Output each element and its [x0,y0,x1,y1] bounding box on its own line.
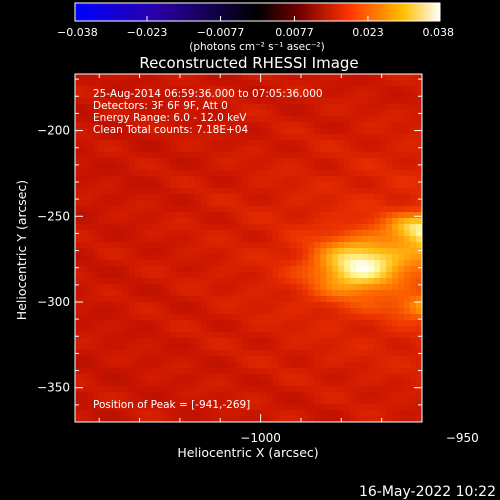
x-axis-tick-labels: −1000−950−900 [240,431,479,445]
plot-frame [74,73,423,423]
colorbar-tick-label: −0.038 [57,26,98,39]
y-tick-label: −350 [37,381,70,395]
x-tick-label: −950 [446,431,479,445]
x-axis-ticks [98,74,423,422]
annotation-time-range: 25-Aug-2014 06:59:36.000 to 07:05:36.000 [93,88,323,100]
y-tick-label: −250 [37,209,70,223]
annotation-clean-counts: Clean Total counts: 7.18E+04 [93,124,248,136]
colorbar-units-label: (photons cm⁻² s⁻¹ asec⁻²) [189,41,324,53]
plot-area: −1000−950−900 −200−250−300−350 25-Aug-20… [37,73,479,445]
timestamp: 16-May-2022 10:22 [359,484,496,500]
heatmap-image [75,74,422,422]
colorbar-gradient [74,2,441,22]
y-axis-tick-labels: −200 −250 −300 −350 [37,124,70,395]
annotation-energy-range: Energy Range: 6.0 - 12.0 keV [93,112,247,124]
annotation-detectors: Detectors: 3F 6F 9F, Att 0 [93,100,228,112]
colorbar-ticks [74,16,441,21]
x-axis-label: Heliocentric X (arcsec) [177,445,318,460]
colorbar-tick-label: 0.023 [352,26,384,39]
colorbar-tick-label: 0.038 [423,26,455,39]
y-tick-label: −200 [37,124,70,138]
colorbar: −0.038 −0.023 −0.0077 0.0077 0.023 0.038 (pho… [57,2,454,53]
y-axis-ticks [75,78,422,423]
colorbar-tick-label: −0.023 [127,26,168,39]
colorbar-tick-labels: −0.038 −0.023 −0.0077 0.0077 0.023 0.038 [57,26,454,39]
colorbar-tick-label: −0.0077 [197,26,245,39]
annotation-peak-position: Position of Peak = [-941,-269] [93,399,250,411]
chart-title: Reconstructed RHESSI Image [139,54,358,72]
x-tick-label: −1000 [240,431,281,445]
y-tick-label: −300 [37,295,70,309]
y-axis-label: Heliocentric Y (arcsec) [14,180,29,320]
colorbar-tick-label: 0.0077 [275,26,314,39]
